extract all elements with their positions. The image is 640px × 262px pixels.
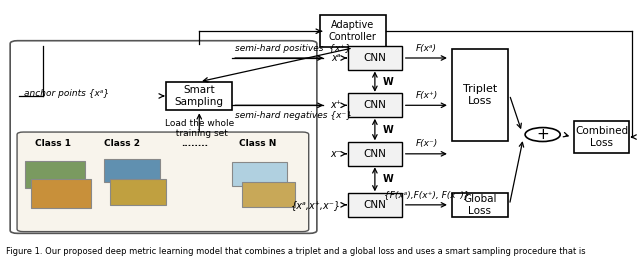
Text: xᵃ: xᵃ: [331, 53, 340, 63]
Text: Combined
Loss: Combined Loss: [575, 126, 628, 148]
Text: {F(xᵃ),F(x⁺), F(x⁻)}: {F(xᵃ),F(x⁺), F(x⁻)}: [384, 190, 469, 199]
FancyBboxPatch shape: [104, 159, 160, 182]
Text: F(xᵃ): F(xᵃ): [416, 43, 437, 53]
Text: +: +: [536, 127, 549, 142]
Text: Smart
Sampling: Smart Sampling: [175, 85, 224, 107]
FancyBboxPatch shape: [348, 46, 401, 70]
FancyBboxPatch shape: [452, 49, 508, 141]
Text: Global
Loss: Global Loss: [463, 194, 497, 216]
Text: x⁺: x⁺: [330, 100, 340, 110]
Text: CNN: CNN: [364, 200, 387, 210]
Text: CNN: CNN: [364, 53, 387, 63]
Text: Triplet
Loss: Triplet Loss: [463, 84, 497, 106]
Text: semi-hard negatives {x⁻}: semi-hard negatives {x⁻}: [236, 111, 353, 120]
Text: semi-hard positives  {x⁺}: semi-hard positives {x⁺}: [236, 43, 351, 53]
FancyBboxPatch shape: [110, 179, 166, 205]
Text: W: W: [383, 124, 393, 135]
Text: x⁻: x⁻: [330, 149, 340, 159]
FancyBboxPatch shape: [452, 193, 508, 217]
Text: Load the whole
  training set: Load the whole training set: [164, 119, 234, 138]
FancyBboxPatch shape: [348, 94, 401, 117]
Text: CNN: CNN: [364, 100, 387, 110]
Text: F(x⁺): F(x⁺): [415, 91, 438, 100]
FancyBboxPatch shape: [17, 132, 308, 232]
Text: {xᵃ,x⁺,x⁻}: {xᵃ,x⁺,x⁻}: [291, 200, 340, 210]
Text: F(x⁻): F(x⁻): [415, 139, 438, 148]
FancyBboxPatch shape: [25, 161, 85, 188]
FancyBboxPatch shape: [348, 142, 401, 166]
FancyBboxPatch shape: [166, 82, 232, 110]
FancyBboxPatch shape: [232, 162, 287, 185]
Text: ........: ........: [181, 139, 208, 148]
Text: W: W: [383, 174, 393, 184]
FancyBboxPatch shape: [320, 15, 386, 47]
Text: anchor points {xᵃ}: anchor points {xᵃ}: [24, 89, 109, 98]
FancyBboxPatch shape: [31, 179, 91, 208]
Text: Class 2: Class 2: [104, 139, 140, 148]
FancyBboxPatch shape: [10, 41, 317, 233]
Text: Class N: Class N: [239, 139, 276, 148]
Text: Figure 1. Our proposed deep metric learning model that combines a triplet and a : Figure 1. Our proposed deep metric learn…: [6, 247, 586, 255]
FancyBboxPatch shape: [348, 193, 401, 217]
Text: Adaptive
Controller: Adaptive Controller: [329, 20, 377, 42]
FancyBboxPatch shape: [574, 121, 629, 153]
FancyBboxPatch shape: [242, 182, 295, 207]
Circle shape: [525, 128, 560, 141]
Text: Class 1: Class 1: [35, 139, 72, 148]
Text: CNN: CNN: [364, 149, 387, 159]
Text: W: W: [383, 77, 393, 87]
